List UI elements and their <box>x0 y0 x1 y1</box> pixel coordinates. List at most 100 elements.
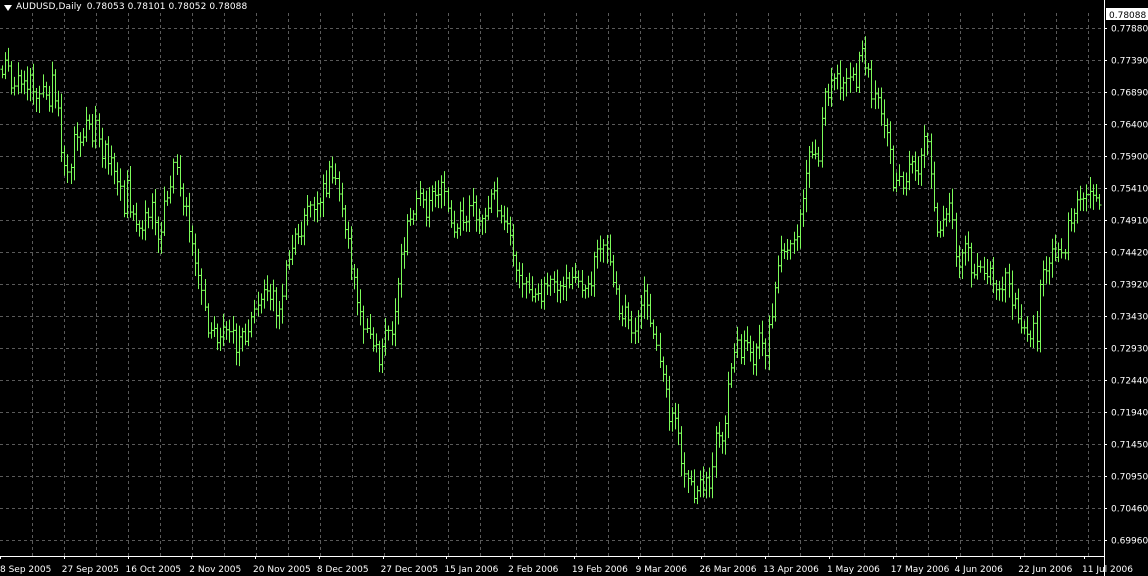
x-tick-label: 9 Mar 2006 <box>636 565 688 575</box>
ohlc-bar <box>838 60 843 100</box>
collapse-triangle-icon[interactable] <box>4 4 12 11</box>
ohlc-bar <box>28 68 33 102</box>
x-tick-label: 4 Jun 2006 <box>954 565 1003 575</box>
ohlc-bar <box>1094 184 1099 202</box>
ohlc-bar <box>280 283 285 324</box>
ohlc-bar <box>776 255 781 294</box>
ohlc-bar <box>941 205 946 237</box>
ohlc-bar <box>636 310 641 343</box>
ohlc-bar <box>203 279 208 312</box>
ohlc-bar <box>352 264 357 290</box>
ohlc-bar <box>710 452 715 499</box>
ohlc-bar <box>290 234 295 265</box>
ohlc-bar <box>249 311 254 338</box>
y-tick-label: 0.73920 <box>1111 281 1148 291</box>
ohlc-bar <box>1007 263 1012 298</box>
ohlc-bar <box>670 407 675 432</box>
ohlc-bar <box>826 83 831 107</box>
ohlc-bar <box>50 61 55 113</box>
ohlc-bar <box>714 426 719 478</box>
y-tick-label: 0.71450 <box>1111 441 1148 451</box>
ohlc-bar <box>315 191 320 223</box>
ohlc-bar <box>340 182 345 218</box>
ohlc-bar <box>648 293 653 328</box>
ohlc-bar <box>337 171 342 202</box>
y-tick-label: 0.69960 <box>1111 537 1148 547</box>
ohlc-bar <box>274 287 279 329</box>
ohlc-bar <box>798 209 803 249</box>
ohlc-bar <box>938 221 943 238</box>
ohlc-bar <box>717 421 722 448</box>
ohlc-bar <box>308 201 313 218</box>
ohlc-bar <box>6 47 11 72</box>
ohlc-bar <box>489 189 494 213</box>
ohlc-bar <box>421 188 426 209</box>
ohlc-bar <box>218 327 223 352</box>
ohlc-bar <box>284 260 289 301</box>
ohlc-bar <box>175 154 180 175</box>
ohlc-bar <box>739 334 744 365</box>
ohlc-bar <box>171 158 176 194</box>
ohlc-bar <box>508 216 513 246</box>
ohlc-bar <box>542 276 547 310</box>
ohlc-bar <box>449 200 454 228</box>
y-tick-label: 0.70950 <box>1111 473 1148 483</box>
x-tick-label: 27 Dec 2005 <box>381 565 439 575</box>
ohlc-bar <box>0 65 5 79</box>
ohlc-bar <box>97 113 102 148</box>
ohlc-bar <box>1050 238 1055 278</box>
y-tick-label: 0.74910 <box>1111 217 1148 227</box>
ohlc-bar <box>639 294 644 330</box>
ohlc-bar <box>495 177 500 218</box>
ohlc-bar <box>296 223 301 245</box>
ohlc-bar <box>427 187 432 228</box>
ohlc-bar <box>215 323 220 351</box>
ohlc-bar <box>115 162 120 196</box>
ohlc-bar <box>704 471 709 499</box>
ohlc-bar <box>695 485 700 505</box>
ohlc-bar <box>530 276 535 302</box>
ohlc-bar <box>844 68 849 97</box>
ohlc-bar <box>358 289 363 326</box>
ohlc-bar <box>645 283 650 320</box>
ohlc-bar <box>642 276 647 319</box>
ohlc-bar <box>966 231 971 262</box>
y-tick-label: 0.76890 <box>1111 89 1148 99</box>
ohlc-bar <box>564 264 569 302</box>
ohlc-bar <box>723 415 728 455</box>
ohlc-bar <box>555 269 560 303</box>
ohlc-bar <box>502 205 507 231</box>
ohlc-bar <box>190 225 195 256</box>
ohlc-bar <box>408 207 413 226</box>
ohlc-bar <box>330 156 335 184</box>
ohlc-bar <box>480 214 485 235</box>
ohlc-bar <box>150 193 155 230</box>
ohlc-bar <box>78 132 83 157</box>
ohlc-bar <box>661 356 666 382</box>
x-tick-label: 1 May 2006 <box>827 565 880 575</box>
ohlc-bar <box>686 470 691 494</box>
ohlc-bar <box>181 183 186 216</box>
ohlc-bar <box>321 174 326 218</box>
ohlc-bar <box>3 52 8 80</box>
ohlc-bar <box>399 243 404 298</box>
ohlc-bar <box>626 302 631 330</box>
ohlc-bar <box>12 76 17 96</box>
ohlc-bar <box>122 180 127 218</box>
x-tick-label: 17 May 2006 <box>891 565 950 575</box>
y-tick-label: 0.74420 <box>1111 249 1148 259</box>
ohlc-bar <box>162 186 167 237</box>
ohlc-bar <box>679 426 684 477</box>
ohlc-bar <box>729 362 734 388</box>
ohlc-bar <box>524 276 529 299</box>
ohlc-bar <box>614 271 619 295</box>
ohlc-bar <box>732 343 737 373</box>
ohlc-bar <box>835 64 840 90</box>
ohlc-bar <box>667 375 672 431</box>
ohlc-bar <box>1041 260 1046 297</box>
ohlc-bar <box>792 231 797 254</box>
x-tick-label: 8 Dec 2005 <box>317 565 369 575</box>
ohlc-bar <box>901 171 906 195</box>
ohlc-bar <box>256 291 261 317</box>
